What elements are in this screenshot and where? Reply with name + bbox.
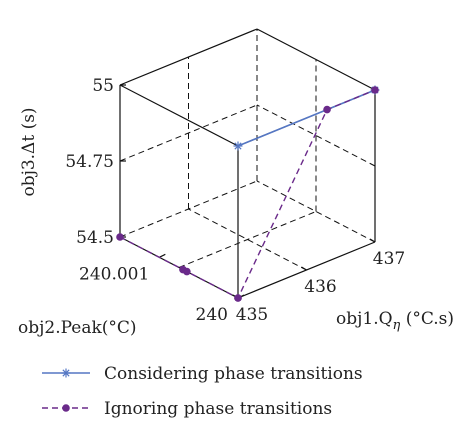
x-axis-label: obj1.Qη (°C.s) — [336, 309, 454, 333]
box-frame — [119, 28, 376, 299]
series-0-point-0 — [233, 141, 243, 151]
x-tick-label: 436 — [304, 277, 336, 297]
x-axis-label-suffix: (°C.s) — [400, 309, 454, 329]
z-axis-label: obj3.Δt (s) — [19, 107, 39, 196]
box-edge — [119, 84, 239, 147]
z-tick-label: 54.75 — [65, 152, 114, 172]
gridlines — [119, 57, 376, 271]
series-line-0 — [237, 89, 376, 147]
box-edge — [256, 28, 376, 91]
legend-asterisk — [61, 368, 71, 378]
x-tick-mark — [369, 238, 376, 243]
grid-floor-y — [178, 211, 317, 268]
y-tick-mark — [159, 253, 166, 258]
series-1-point-5 — [323, 105, 331, 114]
grid-floor-x — [188, 208, 307, 271]
z-tick-label: 55 — [92, 76, 114, 96]
y-tick-label: 240 — [196, 305, 228, 325]
grid-side-z — [256, 104, 376, 167]
box-edge-hidden — [119, 180, 258, 238]
series-1-point-6 — [371, 86, 379, 94]
series-1-point-4 — [234, 294, 242, 302]
tick-labels: 54.5 54.75 55 240 240.001 435 436 437 — [65, 76, 405, 325]
y-axis-label: obj2.Peak(°C) — [18, 318, 137, 338]
x-tick-label: 437 — [373, 249, 405, 269]
legend-label-ignoring: Ignoring phase transitions — [104, 399, 332, 419]
series-1-point-0 — [116, 233, 124, 241]
legend-marker-considering — [61, 368, 71, 378]
x-tick-mark — [301, 266, 307, 271]
y-tick-label: 240.001 — [79, 264, 149, 284]
box-edge-hidden — [256, 180, 376, 243]
legend: Considering phase transitions Ignoring p… — [42, 364, 363, 419]
z-tick-label: 54.5 — [76, 228, 114, 248]
legend-label-considering: Considering phase transitions — [104, 364, 363, 384]
tick-marks — [120, 84, 376, 299]
box-edge — [119, 28, 258, 86]
legend-marker-ignoring — [62, 404, 70, 412]
series-line-1 — [119, 89, 376, 299]
x-axis-label-subscript: η — [393, 318, 401, 333]
x-axis-label-prefix: obj1.Q — [336, 309, 393, 329]
series-1-point-2 — [183, 267, 191, 276]
series-layer — [116, 85, 380, 302]
x-tick-label: 435 — [236, 305, 268, 325]
